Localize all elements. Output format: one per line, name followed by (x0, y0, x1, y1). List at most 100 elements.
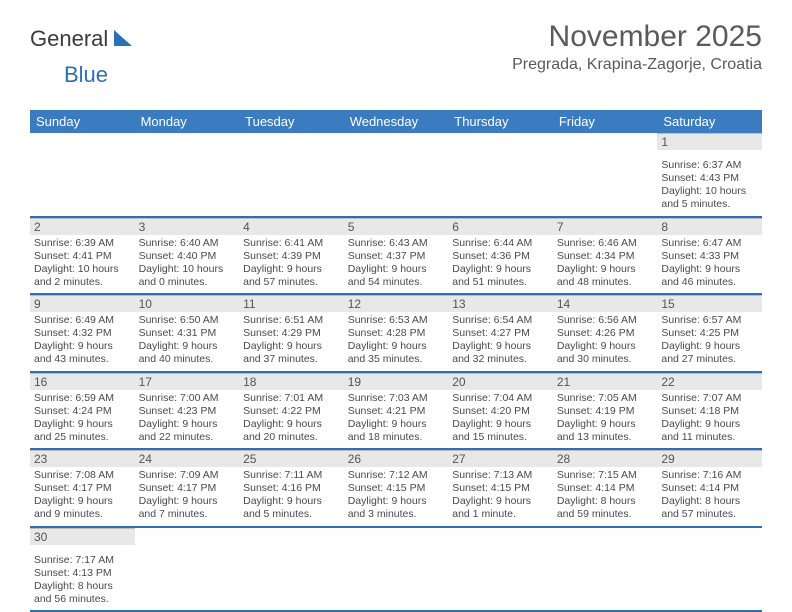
day-cell: 22 (657, 372, 762, 390)
day-detail: Sunrise: 6:51 AMSunset: 4:29 PMDaylight:… (239, 312, 344, 371)
day-detail: Sunrise: 6:41 AMSunset: 4:39 PMDaylight:… (239, 235, 344, 294)
detail-cell: Sunrise: 7:15 AMSunset: 4:14 PMDaylight:… (553, 467, 658, 527)
logo-text-blue: Blue (64, 62, 792, 88)
daylight-text: Daylight: 9 hours and 37 minutes. (243, 340, 340, 366)
day-cell (448, 527, 553, 552)
sunset-text: Sunset: 4:41 PM (34, 250, 131, 263)
day-cell: 12 (344, 294, 449, 312)
sunrise-text: Sunrise: 6:41 AM (243, 237, 340, 250)
sunset-text: Sunset: 4:24 PM (34, 405, 131, 418)
daylight-text: Daylight: 9 hours and 9 minutes. (34, 495, 131, 521)
detail-cell: Sunrise: 7:13 AMSunset: 4:15 PMDaylight:… (448, 467, 553, 527)
weekday-header: Thursday (448, 110, 553, 133)
day-cell: 7 (553, 217, 658, 235)
day-detail: Sunrise: 6:56 AMSunset: 4:26 PMDaylight:… (553, 312, 658, 371)
sunset-text: Sunset: 4:36 PM (452, 250, 549, 263)
day-detail: Sunrise: 7:05 AMSunset: 4:19 PMDaylight:… (553, 390, 658, 449)
day-cell: 13 (448, 294, 553, 312)
day-detail: Sunrise: 7:13 AMSunset: 4:15 PMDaylight:… (448, 467, 553, 526)
day-number: 5 (344, 218, 449, 235)
detail-cell: Sunrise: 6:37 AMSunset: 4:43 PMDaylight:… (657, 157, 762, 217)
sunset-text: Sunset: 4:15 PM (452, 482, 549, 495)
sunset-text: Sunset: 4:31 PM (139, 327, 236, 340)
daylight-text: Daylight: 9 hours and 30 minutes. (557, 340, 654, 366)
sunset-text: Sunset: 4:22 PM (243, 405, 340, 418)
day-number: 29 (657, 450, 762, 467)
sunrise-text: Sunrise: 6:59 AM (34, 392, 131, 405)
sunset-text: Sunset: 4:25 PM (661, 327, 758, 340)
detail-cell: Sunrise: 6:43 AMSunset: 4:37 PMDaylight:… (344, 235, 449, 295)
day-number: 13 (448, 295, 553, 312)
detail-cell: Sunrise: 6:49 AMSunset: 4:32 PMDaylight:… (30, 312, 135, 372)
sunset-text: Sunset: 4:32 PM (34, 327, 131, 340)
day-detail: Sunrise: 6:47 AMSunset: 4:33 PMDaylight:… (657, 235, 762, 294)
day-detail: Sunrise: 7:01 AMSunset: 4:22 PMDaylight:… (239, 390, 344, 449)
day-number: 30 (30, 528, 135, 545)
day-cell: 29 (657, 449, 762, 467)
daylight-text: Daylight: 9 hours and 27 minutes. (661, 340, 758, 366)
day-detail: Sunrise: 6:44 AMSunset: 4:36 PMDaylight:… (448, 235, 553, 294)
detail-cell: Sunrise: 6:39 AMSunset: 4:41 PMDaylight:… (30, 235, 135, 295)
day-number: 14 (553, 295, 658, 312)
daylight-text: Daylight: 9 hours and 3 minutes. (348, 495, 445, 521)
detail-cell (553, 157, 658, 217)
day-cell (553, 527, 658, 552)
day-detail: Sunrise: 7:17 AMSunset: 4:13 PMDaylight:… (30, 552, 135, 611)
day-detail: Sunrise: 7:11 AMSunset: 4:16 PMDaylight:… (239, 467, 344, 526)
detail-cell: Sunrise: 6:53 AMSunset: 4:28 PMDaylight:… (344, 312, 449, 372)
day-cell: 5 (344, 217, 449, 235)
day-number: 10 (135, 295, 240, 312)
sunrise-text: Sunrise: 7:12 AM (348, 469, 445, 482)
daylight-text: Daylight: 10 hours and 0 minutes. (139, 263, 236, 289)
day-detail: Sunrise: 7:08 AMSunset: 4:17 PMDaylight:… (30, 467, 135, 526)
day-number: 6 (448, 218, 553, 235)
day-number: 28 (553, 450, 658, 467)
detail-cell: Sunrise: 6:59 AMSunset: 4:24 PMDaylight:… (30, 390, 135, 450)
day-cell: 23 (30, 449, 135, 467)
day-cell: 20 (448, 372, 553, 390)
sunrise-text: Sunrise: 6:46 AM (557, 237, 654, 250)
sunrise-text: Sunrise: 7:05 AM (557, 392, 654, 405)
day-detail: Sunrise: 6:40 AMSunset: 4:40 PMDaylight:… (135, 235, 240, 294)
detail-cell (344, 157, 449, 217)
day-number: 2 (30, 218, 135, 235)
day-cell (30, 133, 135, 157)
day-number: 17 (135, 373, 240, 390)
day-cell: 1 (657, 133, 762, 157)
sunrise-text: Sunrise: 6:51 AM (243, 314, 340, 327)
sunrise-text: Sunrise: 7:17 AM (34, 554, 131, 567)
sunrise-text: Sunrise: 7:13 AM (452, 469, 549, 482)
sunrise-text: Sunrise: 6:37 AM (661, 159, 758, 172)
day-cell: 3 (135, 217, 240, 235)
sunset-text: Sunset: 4:39 PM (243, 250, 340, 263)
detail-cell: Sunrise: 6:57 AMSunset: 4:25 PMDaylight:… (657, 312, 762, 372)
detail-cell (344, 552, 449, 612)
day-detail: Sunrise: 6:57 AMSunset: 4:25 PMDaylight:… (657, 312, 762, 371)
detail-cell (239, 552, 344, 612)
day-detail: Sunrise: 7:07 AMSunset: 4:18 PMDaylight:… (657, 390, 762, 449)
day-cell: 4 (239, 217, 344, 235)
sunrise-text: Sunrise: 7:01 AM (243, 392, 340, 405)
day-detail: Sunrise: 7:15 AMSunset: 4:14 PMDaylight:… (553, 467, 658, 526)
daylight-text: Daylight: 8 hours and 56 minutes. (34, 580, 131, 606)
sunrise-text: Sunrise: 6:54 AM (452, 314, 549, 327)
daynum-row: 30 (30, 527, 762, 552)
sunset-text: Sunset: 4:29 PM (243, 327, 340, 340)
sunset-text: Sunset: 4:37 PM (348, 250, 445, 263)
day-cell: 10 (135, 294, 240, 312)
day-cell: 9 (30, 294, 135, 312)
calendar-body: 1Sunrise: 6:37 AMSunset: 4:43 PMDaylight… (30, 133, 762, 611)
sunset-text: Sunset: 4:40 PM (139, 250, 236, 263)
detail-cell: Sunrise: 7:12 AMSunset: 4:15 PMDaylight:… (344, 467, 449, 527)
detail-cell: Sunrise: 6:54 AMSunset: 4:27 PMDaylight:… (448, 312, 553, 372)
detail-cell (135, 157, 240, 217)
sunset-text: Sunset: 4:20 PM (452, 405, 549, 418)
sunset-text: Sunset: 4:27 PM (452, 327, 549, 340)
weekday-header-row: Sunday Monday Tuesday Wednesday Thursday… (30, 110, 762, 133)
detail-cell: Sunrise: 6:56 AMSunset: 4:26 PMDaylight:… (553, 312, 658, 372)
day-cell (344, 133, 449, 157)
sunset-text: Sunset: 4:33 PM (661, 250, 758, 263)
detail-cell: Sunrise: 7:00 AMSunset: 4:23 PMDaylight:… (135, 390, 240, 450)
sunrise-text: Sunrise: 7:09 AM (139, 469, 236, 482)
daylight-text: Daylight: 9 hours and 46 minutes. (661, 263, 758, 289)
